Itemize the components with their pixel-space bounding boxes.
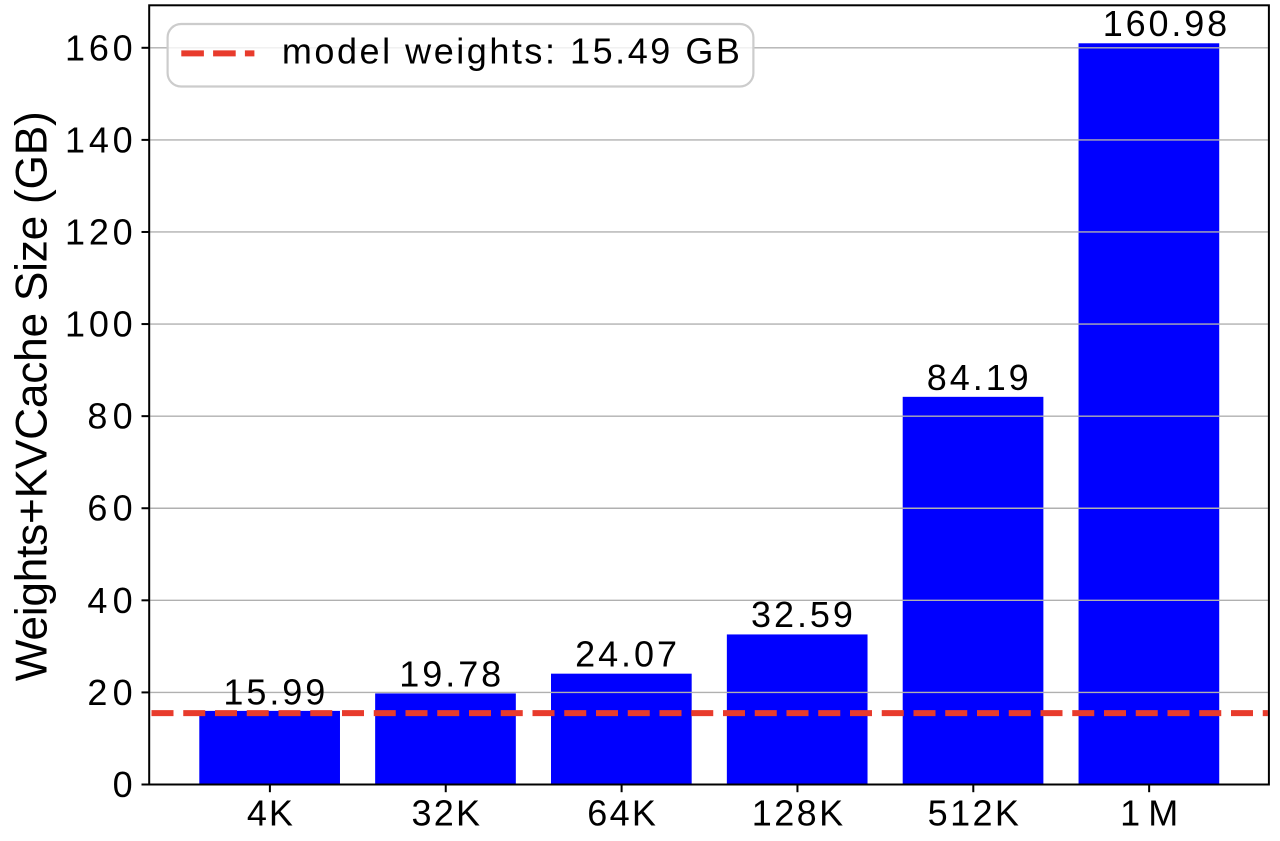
svg-text:128K: 128K	[752, 792, 843, 833]
svg-text:19.78: 19.78	[399, 653, 501, 694]
svg-text:Weights+KVCache Size (GB): Weights+KVCache Size (GB)	[8, 111, 57, 681]
svg-text:100: 100	[65, 304, 133, 345]
svg-text:15.99: 15.99	[223, 671, 325, 712]
svg-text:4K: 4K	[247, 792, 293, 833]
svg-text:120: 120	[65, 212, 133, 253]
svg-text:64K: 64K	[587, 792, 656, 833]
svg-text:84.19: 84.19	[927, 357, 1029, 398]
svg-text:1M: 1M	[1120, 792, 1178, 833]
svg-text:160: 160	[65, 27, 133, 68]
svg-text:0: 0	[113, 764, 133, 805]
svg-text:512K: 512K	[928, 792, 1019, 833]
svg-text:32.59: 32.59	[751, 594, 853, 635]
svg-text:140: 140	[65, 119, 133, 160]
svg-text:24.07: 24.07	[575, 633, 677, 674]
svg-text:32K: 32K	[411, 792, 480, 833]
svg-text:160.98: 160.98	[1103, 3, 1228, 44]
